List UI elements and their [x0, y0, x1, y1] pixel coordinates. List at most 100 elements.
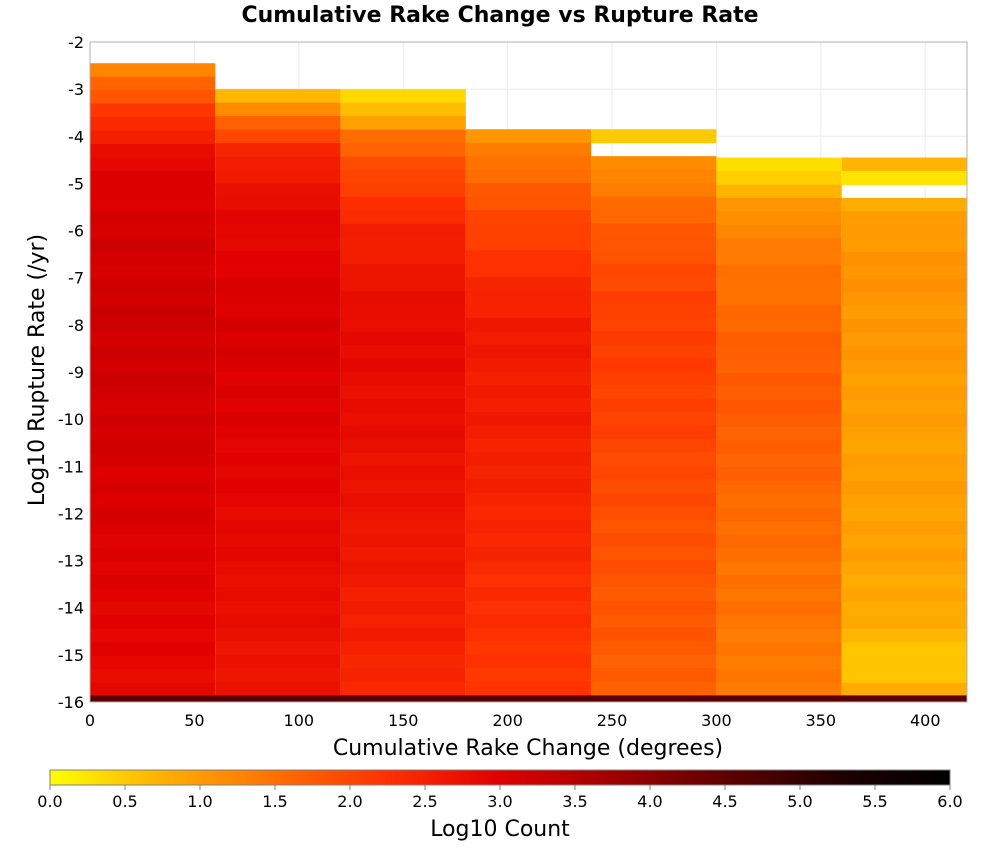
- heatmap-cell-c6-r27: [841, 521, 967, 536]
- heatmap-cell-c0-r19: [90, 319, 216, 334]
- heatmap-cell-c4-r41: [591, 681, 717, 696]
- heatmap-cell-c4-r11: [591, 277, 717, 292]
- heatmap-cell-c3-r6: [465, 210, 592, 225]
- y-tick-label-10: -12: [58, 504, 84, 523]
- heatmap-cell-c4-r5: [591, 196, 717, 211]
- heatmap-cell-c4-r17: [591, 358, 717, 373]
- heatmap-cell-c0-r33: [90, 507, 216, 522]
- y-axis-ticks: -2 -3 -4 -5 -6 -7 -8 -9 -10 -11 -12 -13 -14 -15 -16: [58, 33, 84, 712]
- heatmap-cell-c1-r12: [215, 250, 341, 265]
- heatmap-cell-c5-r2: [716, 184, 842, 199]
- heatmap-cell-c0-r29: [90, 453, 216, 468]
- heatmap-cell-c5-r5: [716, 224, 842, 239]
- heatmap-cell-c4-r32: [591, 560, 717, 575]
- heatmap-cell-c2-r32: [340, 520, 466, 535]
- heatmap-cell-c6-r20: [841, 426, 967, 441]
- heatmap-cell-c4-r22: [591, 425, 717, 440]
- heatmap-cell-c0-r30: [90, 467, 216, 482]
- colorbar-label: Log10 Count: [430, 817, 570, 842]
- heatmap-cell-c6-r31: [841, 575, 967, 590]
- colorbar-ticks: 0.0 0.5 1.0 1.5 2.0 2.5 3.0 3.5 4.0 4.5 5.0 5.5 6.0: [37, 785, 963, 811]
- heatmap-cell-c3-r30: [465, 533, 592, 548]
- heatmap-cell-c3-r32: [465, 560, 592, 575]
- heatmap-cell-c0-r44: [90, 655, 216, 670]
- heatmap-cell-c6-r16: [841, 372, 967, 388]
- colorbar-tick-label-11: 5.5: [862, 792, 887, 811]
- x-axis-label: Cumulative Rake Change (degrees): [333, 736, 723, 761]
- y-axis-label: Log10 Rupture Rate (/yr): [25, 234, 50, 506]
- heatmap-cell-c3-r19: [465, 385, 592, 400]
- heatmap-cell-c3-r24: [465, 452, 592, 467]
- heatmap-cell-c6-r28: [841, 534, 967, 549]
- heatmap-bottom-row: [90, 695, 967, 702]
- heatmap-cell-c3-r20: [465, 398, 592, 413]
- heatmap-cell-c1-r21: [215, 371, 341, 387]
- x-tick-label-6: 300: [701, 711, 732, 730]
- heatmap-cell-c6-r26: [841, 507, 967, 522]
- heatmap-cell-c5-r34: [716, 615, 842, 630]
- heatmap-cell-c3-r21: [465, 412, 592, 427]
- colorbar-tick-label-1: 0.5: [112, 792, 137, 811]
- heatmap-cell-c1-r15: [215, 291, 341, 306]
- heatmap-cell-c0-r32: [90, 494, 216, 509]
- heatmap-cell-c0-r2: [90, 90, 216, 105]
- colorbar-tick-label-10: 5.0: [787, 792, 812, 811]
- heatmap-cell-c4-r4: [591, 183, 717, 198]
- heatmap-cell-c5-r30: [716, 561, 842, 576]
- colorbar-tick-label-2: 1.0: [187, 792, 212, 811]
- heatmap-cell-c5-r12: [716, 319, 842, 334]
- heatmap-cell-c4-r21: [591, 412, 717, 427]
- heatmap-cell-c2-r42: [340, 654, 466, 669]
- heatmap-cell-c0-r13: [90, 238, 216, 253]
- heatmap-cell-c2-r2: [340, 116, 466, 131]
- heatmap-cell-c3-r40: [465, 667, 592, 683]
- heatmap-cell-c3-r39: [465, 654, 592, 669]
- colorbar-tick-label-5: 2.5: [412, 792, 437, 811]
- heatmap-cell-c5-r19: [716, 413, 842, 428]
- heatmap-cell-c5-r20: [716, 426, 842, 441]
- heatmap-cell-c0-r31: [90, 480, 216, 495]
- heatmap-cell-c0-r34: [90, 521, 216, 536]
- heatmap-cell-c6-r24: [841, 480, 967, 495]
- heatmap-cell-c6-r34: [841, 615, 967, 630]
- heatmap-cell-c2-r12: [340, 250, 466, 265]
- heatmap-cell-c3-r11: [465, 277, 592, 292]
- heatmap-cell-c3-r4: [465, 183, 592, 198]
- heatmap-cell-c2-r11: [340, 237, 466, 252]
- heatmap-cell-c4-r29: [591, 519, 717, 534]
- heatmap-cell-c1-r2: [215, 116, 341, 131]
- heatmap-cell-c3-r3: [465, 169, 592, 184]
- heatmap-cell-c1-r16: [215, 304, 341, 319]
- colorbar-tick-label-7: 3.5: [562, 792, 587, 811]
- heatmap-cell-c6-r3: [841, 197, 967, 212]
- colorbar: [49, 769, 951, 786]
- heatmap-cell-c5-r3: [716, 197, 842, 212]
- heatmap-cell-c6-r39: [841, 682, 967, 696]
- heatmap-cell-c5-r7: [716, 251, 842, 266]
- x-tick-label-4: 200: [492, 711, 523, 730]
- heatmap-cell-c1-r32: [215, 520, 341, 535]
- heatmap-cell-c0-r35: [90, 534, 216, 549]
- heatmap-cell-c2-r22: [340, 385, 466, 400]
- colorbar-tick-label-9: 4.5: [712, 792, 737, 811]
- heatmap-cell-c2-r26: [340, 439, 466, 454]
- heatmap-cell-c0-r8: [90, 170, 216, 186]
- heatmap-cell-c0-r37: [90, 561, 216, 576]
- heatmap-cell-c6-r38: [841, 669, 967, 684]
- heatmap-cell-c4-r3: [591, 169, 717, 184]
- y-tick-label-14: -16: [58, 693, 84, 712]
- heatmap-cell-c5-r28: [716, 534, 842, 549]
- heatmap-cell-c4-r26: [591, 479, 717, 494]
- heatmap-cell-c6-r29: [841, 548, 967, 563]
- heatmap-cell-c0-r10: [90, 197, 216, 212]
- heatmap-cell-c6-r14: [841, 346, 967, 361]
- heatmap-cell-c4-r0: [591, 129, 717, 144]
- plot-frame: [89, 41, 968, 703]
- heatmap-cell-c2-r40: [340, 627, 466, 642]
- heatmap-cell-c2-r37: [340, 587, 466, 602]
- heatmap-cell-c3-r34: [465, 587, 592, 602]
- heatmap-cell-c2-r7: [340, 183, 466, 198]
- heatmap-cell-c3-r18: [465, 371, 592, 386]
- heatmap-cell-c6-r9: [841, 278, 967, 293]
- heatmap-cell-c5-r31: [716, 575, 842, 590]
